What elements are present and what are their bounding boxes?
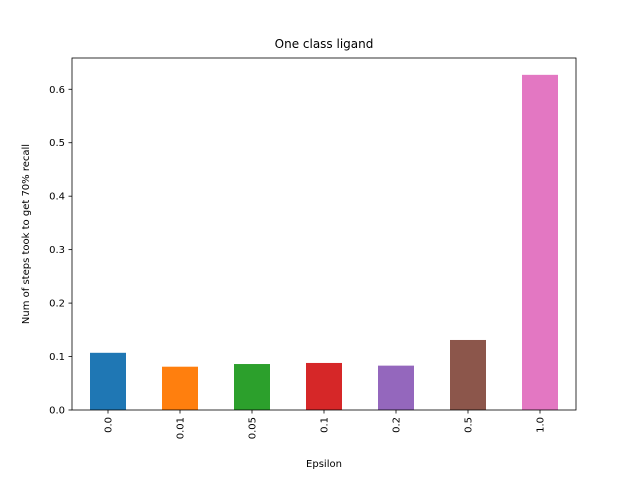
x-tick-label: 0.0 [104, 417, 115, 433]
y-axis: 0.0 0.1 0.2 0.3 0.4 0.5 0.6 [49, 85, 72, 417]
bar-0.05 [234, 364, 270, 410]
y-tick-label: 0.6 [49, 85, 65, 96]
bar-0.01 [162, 366, 198, 410]
x-tick-label: 1.0 [536, 417, 547, 433]
y-tick-label: 0.5 [49, 138, 65, 149]
x-tick-label: 0.01 [176, 417, 187, 439]
bar-0.5 [450, 339, 486, 410]
bar-1.0 [522, 74, 558, 411]
bar-0.0 [90, 352, 126, 410]
y-tick-label: 0.4 [49, 192, 65, 203]
y-tick-label: 0.1 [49, 352, 65, 363]
bar-0.1 [306, 362, 342, 410]
y-tick-label: 0.3 [49, 245, 65, 256]
x-tick-label: 0.05 [248, 417, 259, 439]
bar-0.2 [378, 365, 414, 410]
x-tick-label: 0.1 [320, 417, 331, 433]
chart-title: One class ligand [275, 37, 374, 51]
bars-layer [90, 74, 558, 411]
x-tick-label: 0.5 [464, 417, 475, 433]
x-axis-label: Epsilon [306, 459, 342, 470]
x-axis: 0.0 0.01 0.05 0.1 0.2 0.5 1.0 [104, 410, 547, 439]
y-tick-label: 0.2 [49, 299, 65, 310]
x-tick-label: 0.2 [392, 417, 403, 433]
y-axis-label: Num of steps took to get 70% recall [21, 144, 32, 324]
y-tick-label: 0.0 [49, 406, 65, 417]
